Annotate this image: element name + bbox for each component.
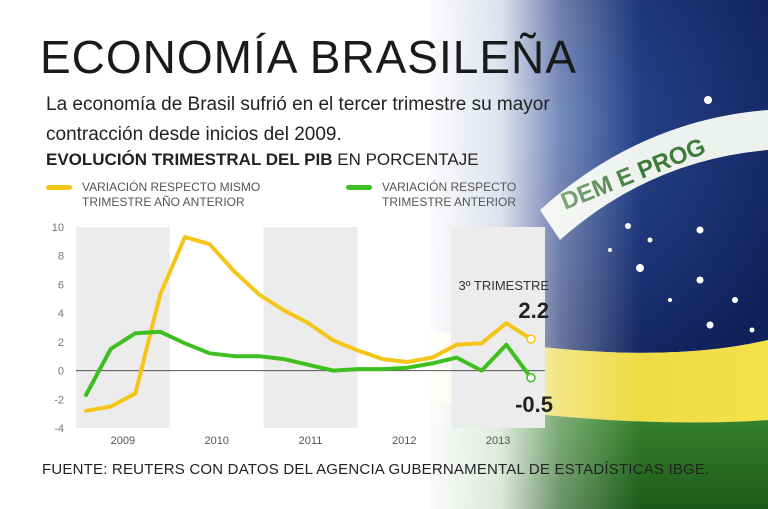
chart-heading: EVOLUCIÓN TRIMESTRAL DEL PIB EN PORCENTA… [46, 150, 479, 170]
legend-item-qoq: VARIACIÓN RESPECTO TRIMESTRE ANTERIOR [346, 180, 572, 210]
series-line-qoq [84, 329, 533, 397]
y-tick-label: 8 [58, 251, 64, 263]
legend-item-yoy: VARIACIÓN RESPECTO MISMO TRIMESTRE AÑO A… [46, 180, 272, 210]
y-tick-label: -4 [54, 423, 64, 435]
series-line-yoy [84, 235, 533, 413]
year-band-2009 [76, 227, 170, 428]
annotation-quarter-label: 3º TRIMESTRE [459, 278, 550, 293]
legend-label-yoy: VARIACIÓN RESPECTO MISMO TRIMESTRE AÑO A… [82, 180, 261, 209]
annotation-value-yoy: 2.2 [518, 298, 549, 323]
y-tick-label: -2 [54, 394, 64, 406]
annotation-value-qoq: -0.5 [515, 392, 553, 417]
x-tick-label-2012: 2012 [392, 435, 416, 447]
x-tick-label-2009: 2009 [111, 435, 135, 447]
page-subtitle: La economía de Brasil sufrió en el terce… [46, 94, 550, 145]
y-tick-label: 4 [58, 308, 64, 320]
x-tick-label-2010: 2010 [204, 435, 228, 447]
legend-swatch-yoy [46, 185, 72, 190]
series-endpoint-yoy [526, 334, 536, 344]
series-endpoint-qoq [526, 373, 536, 383]
year-band-2011 [263, 227, 358, 428]
y-tick-label: 10 [52, 222, 64, 234]
y-tick-label: 6 [58, 279, 64, 291]
chart-heading-rest: EN PORCENTAJE [332, 150, 479, 169]
page-title: ECONOMÍA BRASILEÑA [40, 31, 577, 83]
x-tick-label-2011: 2011 [299, 435, 323, 447]
chart-heading-bold: EVOLUCIÓN TRIMESTRAL DEL PIB [46, 150, 333, 169]
y-tick-label: 2 [58, 337, 64, 349]
legend-swatch-qoq [346, 185, 372, 190]
legend-label-qoq: VARIACIÓN RESPECTO TRIMESTRE ANTERIOR [382, 180, 517, 209]
y-tick-label: 0 [58, 366, 64, 378]
x-tick-label-2013: 2013 [486, 435, 510, 447]
source-note: FUENTE: REUTERS CON DATOS DEL AGENCIA GU… [42, 461, 710, 478]
